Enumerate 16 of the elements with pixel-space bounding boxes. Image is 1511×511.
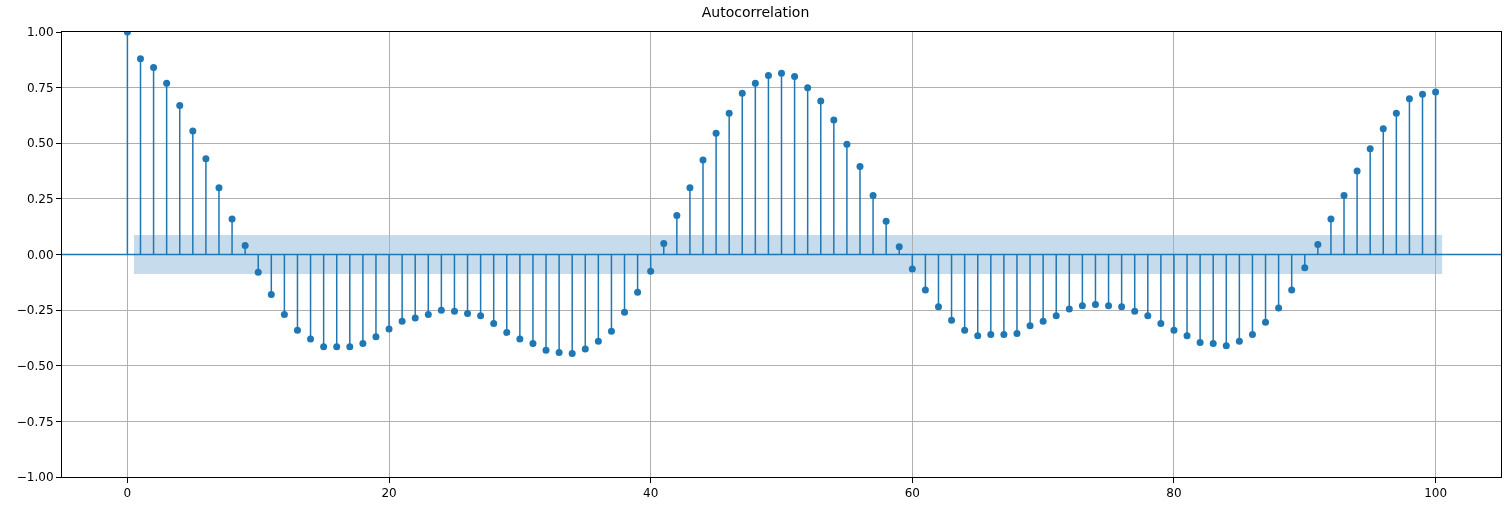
x-tick-label: 20 bbox=[381, 486, 397, 501]
y-tick-label: 1.00 bbox=[26, 25, 54, 40]
x-tick-label: 100 bbox=[1424, 486, 1448, 501]
y-tick-label: 0.75 bbox=[26, 80, 54, 95]
y-tick-label: −0.50 bbox=[16, 358, 54, 373]
y-tick-label: 0.00 bbox=[26, 247, 54, 262]
y-tick-label: −0.75 bbox=[16, 414, 54, 429]
y-tick-label: −0.25 bbox=[16, 303, 54, 318]
x-tick-label: 60 bbox=[904, 486, 920, 501]
x-tick-label: 0 bbox=[123, 486, 132, 501]
x-tick-label: 80 bbox=[1166, 486, 1182, 501]
x-tick-label: 40 bbox=[643, 486, 659, 501]
y-tick-label: 0.25 bbox=[26, 192, 54, 207]
y-tick-label: −1.00 bbox=[16, 470, 54, 485]
y-tick-label: 0.50 bbox=[26, 136, 54, 151]
chart-title: Autocorrelation bbox=[701, 4, 810, 21]
